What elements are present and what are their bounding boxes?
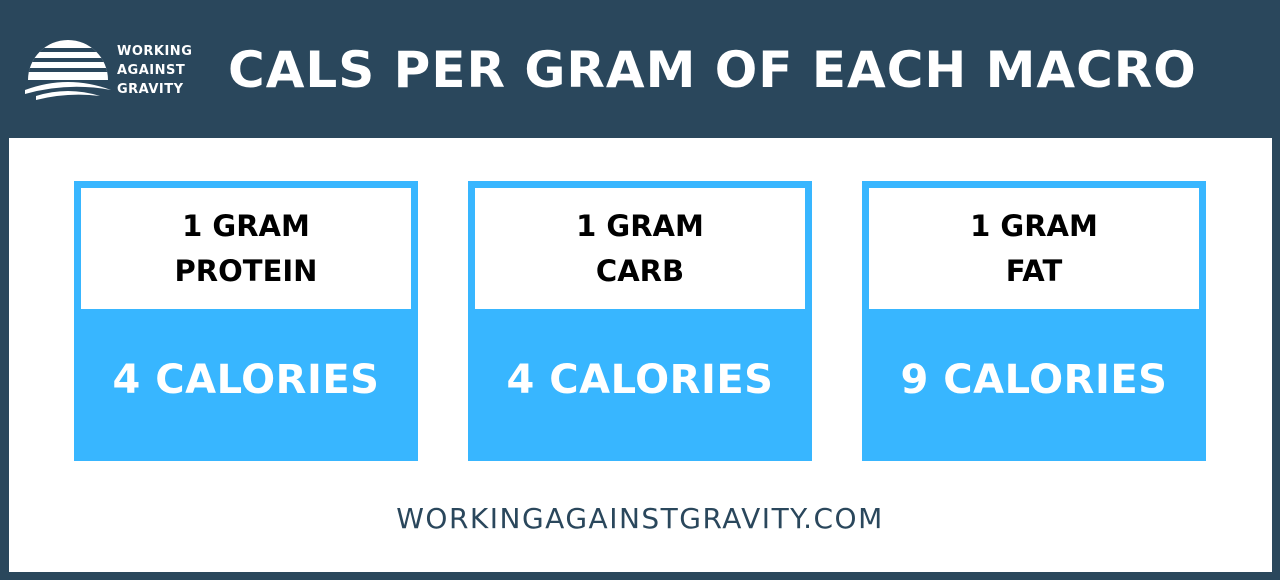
card: 1 GRAM PROTEIN 4 CALORIES [74,181,418,461]
card-label-line: 1 GRAM [576,208,704,243]
card-label-line: PROTEIN [174,253,318,288]
card-label-line: CARB [595,253,685,288]
logo-line: GRAVITY [117,82,184,97]
card-label: 1 GRAM FAT [869,188,1199,309]
card-value: 4 CALORIES [112,357,380,403]
card: 1 GRAM FAT 9 CALORIES [862,181,1206,461]
logo-line: WORKING [117,44,193,59]
footer: WORKINGAGAINSTGRAVITY.COM [396,502,884,535]
card-label-line: 1 GRAM [182,208,310,243]
card-label: 1 GRAM CARB [475,188,805,309]
card-label: 1 GRAM PROTEIN [81,188,411,309]
title: CALS PER GRAM OF EACH MACRO [228,41,1197,99]
card-value: 4 CALORIES [506,357,774,403]
logo-line: AGAINST [117,63,186,78]
card-label-line: 1 GRAM [970,208,1098,243]
card: 1 GRAM CARB 4 CALORIES [468,181,812,461]
logo-icon [25,40,111,100]
card-value: 9 CALORIES [900,357,1168,403]
logo-text: WORKING AGAINST GRAVITY [117,42,192,99]
card-label-line: FAT [1005,253,1063,288]
